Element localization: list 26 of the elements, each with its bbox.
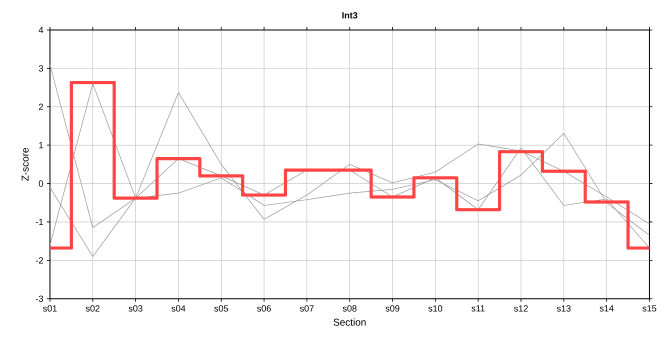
x-tick-label: s11 — [472, 305, 485, 312]
x-axis-title: Section — [334, 318, 366, 326]
x-tick-label: s09 — [386, 305, 400, 312]
x-tick-label: s08 — [342, 305, 357, 312]
x-tick-label: s03 — [128, 305, 142, 312]
x-tick-label: s15 — [642, 305, 656, 312]
y-tick-label: 0 — [38, 180, 44, 187]
x-tick-label: s02 — [86, 305, 100, 312]
x-tick-label: s14 — [600, 305, 614, 312]
y-tick-label: 2 — [38, 104, 44, 110]
x-tick-label: s01 — [42, 305, 57, 312]
y-tick-label: 3 — [38, 65, 44, 72]
x-tick-label: s10 — [428, 305, 442, 312]
x-tick-label: s04 — [171, 305, 186, 312]
x-tick-label: s06 — [257, 305, 271, 312]
y-tick-label: -3 — [36, 296, 44, 302]
y-tick-label: -2 — [36, 257, 44, 264]
chart-title: Int3 — [342, 12, 358, 19]
x-tick-label: s07 — [300, 305, 314, 312]
y-axis-title: Z-score — [22, 148, 29, 182]
y-tick-label: 4 — [38, 27, 44, 34]
x-tick-label: s13 — [556, 305, 571, 312]
x-tick-label: s12 — [514, 305, 528, 312]
y-tick-label: 1 — [39, 142, 44, 148]
y-tick-label: -1 — [36, 219, 44, 226]
x-tick-label: s05 — [214, 305, 228, 312]
